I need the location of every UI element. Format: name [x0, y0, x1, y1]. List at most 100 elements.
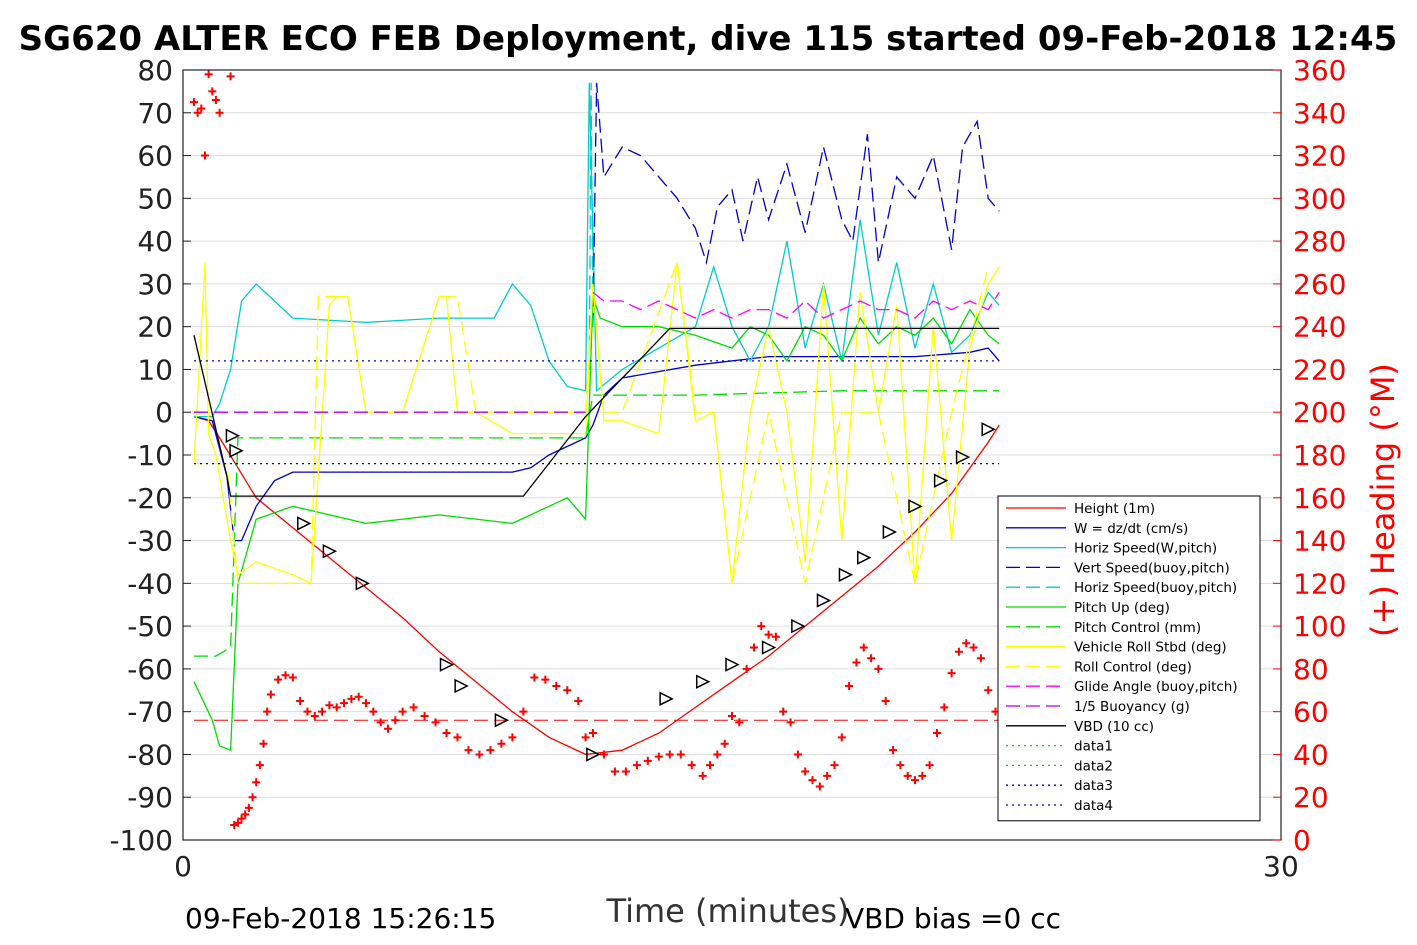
- heading-point: [409, 703, 418, 712]
- heading-point: [845, 682, 854, 690]
- depth-marker: [725, 657, 740, 672]
- y-right-tick-label: 320: [1293, 140, 1346, 173]
- heading-point: [563, 686, 572, 695]
- heading-point: [720, 739, 729, 748]
- heading-point: [665, 750, 674, 759]
- depth-marker: [908, 499, 923, 514]
- y-left-tick-label: 0: [155, 396, 173, 429]
- depth-marker: [981, 422, 996, 437]
- heading-point: [204, 70, 213, 79]
- depth-marker: [659, 691, 674, 707]
- y-right-tick-label: 0: [1293, 824, 1311, 857]
- y-left-tick-label: 20: [137, 311, 173, 344]
- series-line-4: [588, 82, 594, 370]
- heading-point: [383, 724, 392, 733]
- legend-label: Glide Angle (buoy,pitch): [1074, 679, 1238, 695]
- x-tick-label: 0: [174, 850, 192, 883]
- heading-point: [599, 750, 608, 759]
- heading-point: [376, 718, 385, 727]
- heading-point: [226, 72, 235, 81]
- y-left-tick-label: -30: [127, 525, 173, 558]
- plot-area: [183, 69, 1281, 841]
- heading-point: [859, 643, 868, 652]
- depth-marker: [454, 678, 469, 694]
- y-right-tick-label: 280: [1293, 225, 1346, 258]
- legend-label: Height (1m): [1074, 501, 1155, 517]
- heading-point: [954, 647, 963, 656]
- heading-point: [244, 803, 253, 812]
- legend-label: data2: [1074, 758, 1113, 774]
- heading-point: [786, 718, 795, 727]
- heading-point: [962, 639, 971, 648]
- y-right-tick-label: 40: [1293, 738, 1329, 771]
- heading-point: [940, 703, 949, 712]
- heading-point: [808, 776, 817, 785]
- heading-point: [823, 771, 832, 780]
- depth-marker: [439, 657, 455, 672]
- heading-point: [632, 761, 641, 770]
- heading-point: [347, 694, 356, 703]
- y-right-tick-label: 140: [1293, 525, 1346, 558]
- heading-point: [508, 733, 517, 742]
- y-right-tick-label: 180: [1293, 439, 1346, 472]
- heading-point: [420, 711, 429, 720]
- vbd-bias-label: VBD bias =0 cc: [845, 902, 1061, 935]
- y-left-tick-label: -40: [127, 567, 173, 600]
- depth-marker: [816, 593, 832, 608]
- legend-label: W = dz/dt (cm/s): [1074, 521, 1188, 537]
- heading-point: [266, 690, 275, 699]
- y-left-tick-label: 70: [137, 97, 173, 130]
- y-right-tick-label: 240: [1293, 311, 1346, 344]
- heading-point: [362, 699, 370, 708]
- legend-label: Horiz Speed(W,pitch): [1074, 541, 1217, 557]
- heading-point: [749, 643, 758, 652]
- heading-point: [852, 658, 861, 667]
- heading-point: [588, 729, 597, 738]
- depth-marker: [695, 674, 711, 689]
- heading-point: [233, 818, 242, 827]
- heading-point: [728, 711, 736, 720]
- series-line-9: [592, 291, 1000, 319]
- heading-point: [925, 761, 934, 770]
- depth-marker: [838, 567, 854, 582]
- y-right-tick-label: 160: [1293, 482, 1346, 515]
- heading-point: [259, 739, 268, 748]
- legend-label: data1: [1074, 739, 1113, 755]
- chart-title: SG620 ALTER ECO FEB Deployment, dive 115…: [19, 19, 1398, 59]
- heading-point: [932, 729, 941, 738]
- heading-point: [830, 761, 839, 770]
- y-right-tick-label: 300: [1293, 182, 1346, 215]
- y-left-tick-label: 60: [137, 140, 173, 173]
- depth-marker: [955, 449, 971, 465]
- heading-point: [793, 750, 802, 759]
- y-right-tick-label: 20: [1293, 781, 1329, 814]
- heading-point: [310, 711, 319, 720]
- legend-label: 1/5 Buoyancy (g): [1074, 699, 1190, 715]
- legend: Height (1m) W = dz/dt (cm/s) Horiz Speed(W…: [997, 495, 1261, 822]
- heading-point: [208, 87, 217, 96]
- heading-point: [889, 746, 898, 755]
- heading-point: [837, 733, 846, 742]
- depth-marker: [586, 747, 601, 762]
- heading-point: [771, 632, 780, 641]
- heading-point: [530, 673, 539, 682]
- y-left-tick-label: 80: [137, 54, 173, 87]
- y-left-tick-label: 40: [137, 225, 173, 258]
- heading-point: [442, 729, 451, 738]
- heading-point: [815, 782, 824, 791]
- y-left-tick-label: -80: [127, 738, 173, 771]
- heading-point: [197, 104, 206, 113]
- axes: 80706050403020100-10-20-30-40-50-60-70-8…: [109, 54, 1346, 883]
- heading-point: [200, 151, 209, 160]
- heading-point: [552, 682, 561, 690]
- heading-point: [918, 771, 927, 780]
- heading-point: [252, 778, 261, 787]
- heading-point: [896, 761, 905, 770]
- y-left-tick-label: -70: [127, 696, 173, 729]
- heading-point: [947, 669, 956, 678]
- heading-point: [431, 718, 440, 727]
- heading-point: [903, 771, 912, 780]
- y-right-tick-label: 200: [1293, 396, 1346, 429]
- y-left-tick-label: -20: [127, 482, 173, 515]
